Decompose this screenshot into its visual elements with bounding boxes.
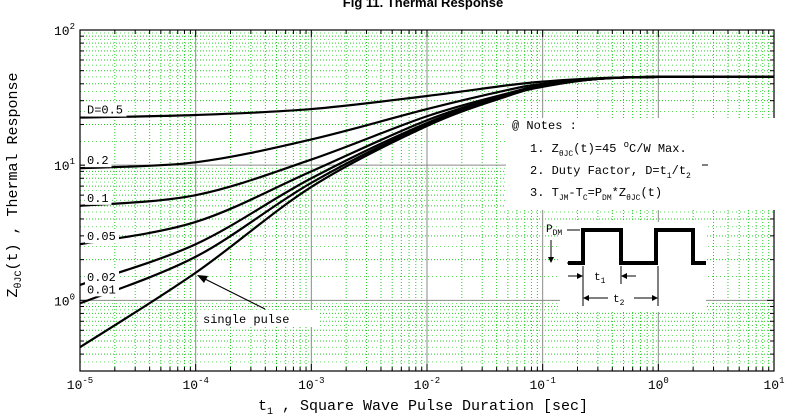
pulse-diagram: PDM t1 t2 xyxy=(546,222,706,312)
series-group: D=0.5 0.2 0.1 0.05 0.020.01 xyxy=(79,75,775,349)
x-tick-label: 100 xyxy=(648,376,669,393)
series-label-bg xyxy=(85,229,119,244)
notes-title: @ Notes : xyxy=(512,119,577,133)
pdm-label: PDM xyxy=(546,224,562,238)
single-pulse-label: single pulse xyxy=(203,313,289,327)
note-3: 3. TJM-TC=PDM*ZθJC(t) xyxy=(530,186,662,203)
x-tick-label: 10-1 xyxy=(529,376,555,393)
series-label-bg xyxy=(85,269,119,284)
x-axis-label: t1 , Square Wave Pulse Duration [sec] xyxy=(258,398,588,416)
series-label-bg xyxy=(85,102,127,117)
series-label-bg xyxy=(85,190,112,205)
note-2: 2. Duty Factor, D=t1/t2 xyxy=(530,164,691,181)
x-tick-label: 10-5 xyxy=(67,376,93,393)
square-wave xyxy=(568,228,706,265)
t2-label: t2 xyxy=(613,294,625,308)
note-1: 1. ZθJC(t)=45 oC/W Max. xyxy=(530,140,687,159)
series-label: 0.05 xyxy=(87,230,116,244)
x-tick-label: 101 xyxy=(763,376,784,393)
series-label: 0.2 xyxy=(87,154,109,168)
y-tick-label: 100 xyxy=(54,292,75,309)
series-label-bg xyxy=(85,153,112,168)
x-tick-label: 10-3 xyxy=(298,376,324,393)
x-tick-label: 10-2 xyxy=(414,376,440,393)
y-tick-label: 101 xyxy=(54,157,75,174)
series-label-bg xyxy=(85,282,119,297)
series-label: D=0.5 xyxy=(87,104,123,118)
x-tick-label: 10-4 xyxy=(182,376,208,393)
notes-block: @ Notes : 1. ZθJC(t)=45 oC/W Max. 2. Dut… xyxy=(506,118,776,210)
series-line-single-pulse xyxy=(79,75,775,349)
t1-label: t1 xyxy=(594,272,606,286)
chart-title: Fig 11. Thermal Response xyxy=(343,0,503,10)
series-label: 0.02 xyxy=(87,271,116,285)
series-label: 0.01 xyxy=(87,283,116,297)
series-label: 0.1 xyxy=(87,192,109,206)
y-axis-label: ZθJC(t) , Thermal Response xyxy=(5,72,25,297)
y-tick-label: 102 xyxy=(54,22,75,39)
single-pulse-annotation: single pulse xyxy=(197,275,320,327)
